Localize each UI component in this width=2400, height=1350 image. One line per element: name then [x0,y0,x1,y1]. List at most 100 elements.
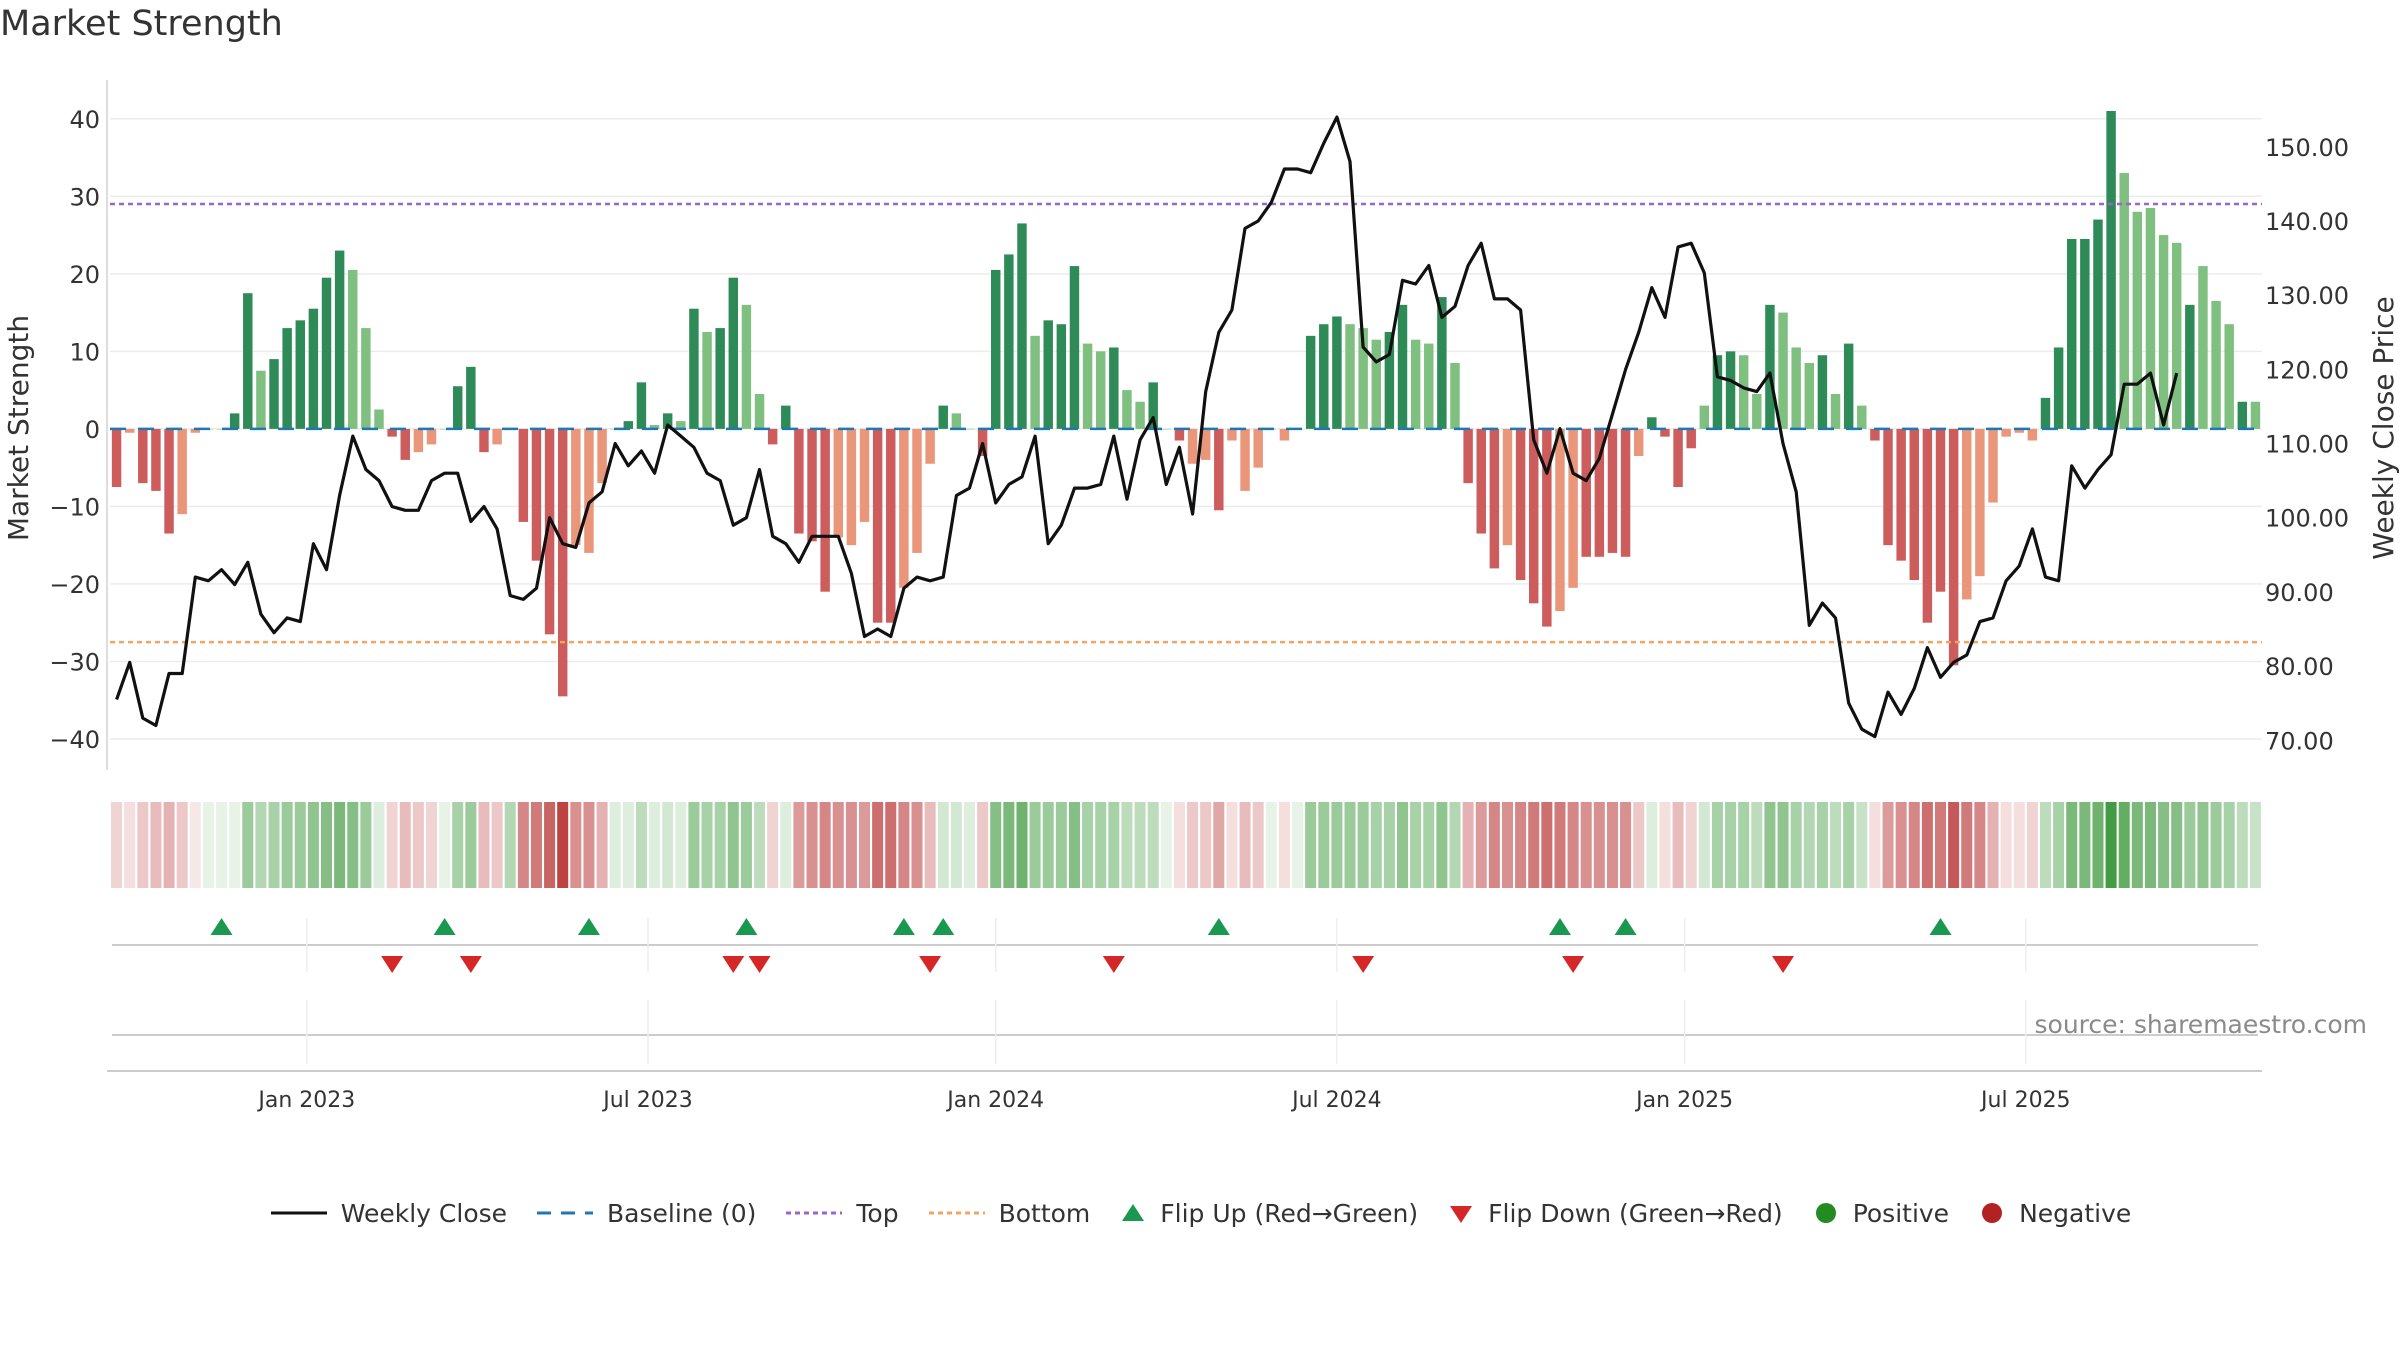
heat-cell [1856,802,1868,888]
strength-bar [518,428,529,522]
strength-bar [1529,428,1539,604]
heat-cell [649,802,661,888]
strength-bar [1660,428,1670,437]
x-tick-label: Jan 2023 [256,1088,355,1113]
heat-cell [1082,802,1094,888]
heat-cell [1790,802,1802,888]
heat-cell [189,802,201,888]
heat-cell [216,802,228,888]
strength-bar [1922,428,1933,623]
strength-bar [1214,428,1224,511]
strength-bar [1948,428,1959,666]
heat-cell [1764,802,1776,888]
strength-bar [466,366,476,429]
strength-bar [1279,428,1290,441]
heat-cell [1108,802,1120,888]
heat-cell [990,802,1002,888]
heat-cell [1475,802,1487,888]
heat-cell [714,802,726,888]
flip-down-marker [748,956,771,973]
heat-cell [1436,802,1448,888]
strength-bar [859,428,870,522]
heat-cell [1843,802,1855,888]
heat-cell [2079,802,2091,888]
strength-bar [781,405,791,429]
heat-cell [1541,802,1553,888]
heat-cell [1318,802,1330,888]
strength-bar [1620,428,1631,557]
strength-bar [1043,320,1053,429]
heat-cell [740,802,752,888]
strength-bar [1069,266,1080,429]
heat-cell [2105,802,2117,888]
strength-bar [754,393,765,429]
strength-bar [374,409,384,429]
strength-bar [1187,428,1198,464]
heat-cell [517,802,529,888]
strength-bar [229,413,240,429]
heat-cell [2171,802,2183,888]
heat-cell [242,802,254,888]
strength-bar [1765,304,1775,429]
x-tick-label: Jul 2023 [601,1088,693,1113]
heat-cell [1528,802,1540,888]
strength-bar [1988,428,1998,503]
flip-up-marker [892,918,915,935]
heat-cell [268,802,280,888]
strength-bar [872,428,883,623]
heat-cell [360,802,372,888]
heat-cell [294,802,306,888]
strength-bar [676,421,686,429]
strength-bar [1883,428,1893,546]
strength-bar [321,277,332,429]
flip-up-marker [1207,918,1230,935]
y-axis-label: Market Strength [2,315,35,541]
heat-cell [347,802,359,888]
heat-cell [1187,802,1199,888]
heat-cell [2026,802,2038,888]
strength-bar [1253,428,1263,468]
heat-cell [1554,802,1566,888]
y2-tick-label: 90.00 [2265,579,2334,607]
strength-bar [2040,397,2051,429]
strength-bar [2014,428,2024,433]
y2-tick-label: 110.00 [2265,431,2349,459]
x-tick-label: Jan 2025 [1634,1088,1733,1113]
heat-cell [937,802,949,888]
flip-down-marker [1352,956,1375,973]
strength-bar [1332,316,1342,429]
strength-bar [138,428,148,484]
heat-cell [1423,802,1435,888]
heat-cell [1029,802,1041,888]
strength-bar [597,428,607,484]
y2-tick-label: 140.00 [2265,208,2349,236]
strength-bar [2211,300,2221,429]
legend-swatch-negative [1982,1203,2003,1223]
legend-label: Flip Up (Red→Green) [1160,1198,1419,1228]
heat-cell [1370,802,1382,888]
flip-down-marker [722,956,745,973]
y2-tick-label: 100.00 [2265,505,2349,533]
strength-bar [2145,207,2156,429]
heat-cell [1055,802,1067,888]
strength-bar [1319,324,1329,429]
heat-cell [504,802,516,888]
heat-cell [1908,802,1920,888]
strength-bar [1568,428,1578,588]
strength-bar [282,328,292,429]
axes: 40 30 20 10 0 −10 −20 −30 −40 150.00 140.00 130.00 1… [49,80,2349,770]
flip-down-marker [459,956,482,973]
heat-cell [1935,802,1947,888]
strength-bar [1056,324,1067,429]
strength-bar [1030,335,1040,429]
strength-bar [1305,335,1316,429]
heat-cell [1738,802,1750,888]
heat-cell [2210,802,2222,888]
heat-cell [478,802,490,888]
y2-tick-label: 130.00 [2265,282,2349,310]
heat-cell [1252,802,1264,888]
strength-bar [2119,173,2129,429]
y-tick-label: 30 [69,183,100,211]
strength-bar [912,428,922,553]
heat-cell [806,802,818,888]
